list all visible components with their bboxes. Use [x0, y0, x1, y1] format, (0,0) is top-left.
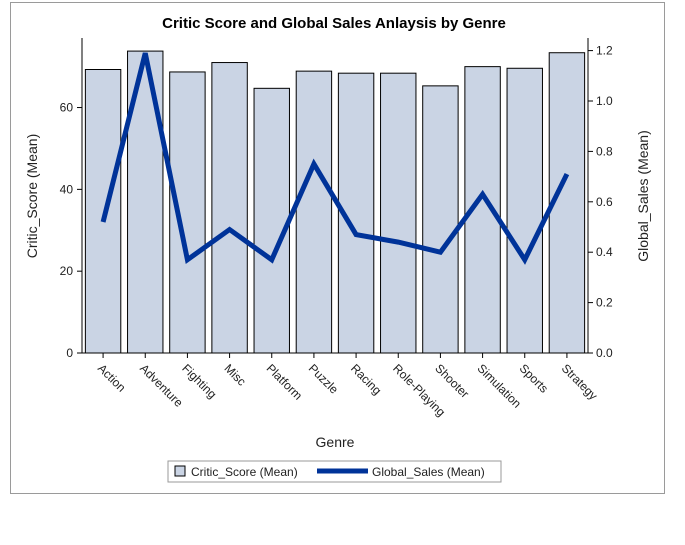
legend-label-critic-score: Critic_Score (Mean) — [191, 465, 298, 479]
x-tick-label: Racing — [348, 361, 384, 397]
y2-tick-label: 0.6 — [596, 195, 613, 209]
y-axis-title: Critic_Score (Mean) — [24, 134, 40, 258]
global-sales-line — [100, 52, 570, 265]
x-tick-label: Sports — [517, 361, 551, 395]
bar-action — [84, 69, 122, 354]
bar-role-playing — [380, 72, 417, 354]
legend-label-global-sales: Global_Sales (Mean) — [372, 465, 485, 479]
x-axis-title: Genre — [316, 434, 355, 450]
y-tick-label: 60 — [60, 101, 74, 115]
bar-sports — [506, 67, 543, 354]
x-tick-label: Simulation — [474, 361, 524, 411]
y-tick-label: 20 — [60, 264, 74, 278]
bar-fighting — [169, 71, 206, 354]
y2-tick-label: 1.0 — [596, 94, 613, 108]
x-tick-label: Adventure — [137, 361, 186, 410]
y-tick-label: 40 — [60, 182, 74, 196]
x-tick-label: Action — [95, 361, 128, 394]
bar-platform — [253, 87, 290, 354]
y2-tick-label: 0.8 — [596, 144, 613, 158]
y2-tick-label: 0.2 — [596, 296, 613, 310]
y2-tick-label: 0.4 — [596, 245, 613, 259]
x-tick-label: Strategy — [559, 361, 601, 403]
x-tick-label: Misc — [221, 361, 248, 388]
y2-tick-label: 1.2 — [596, 44, 613, 58]
y2-tick-label: 0.0 — [596, 346, 613, 360]
chart-title: Critic Score and Global Sales Anlaysis b… — [162, 15, 506, 32]
x-tick-label: Platform — [264, 361, 305, 402]
x-tick-label: Puzzle — [306, 361, 342, 397]
y2-axis-title: Global_Sales (Mean) — [635, 130, 651, 262]
x-tick-label: Shooter — [432, 361, 472, 401]
plot-area: 0 20 40 60 0.0 0.2 0.4 0.6 0.8 1.0 1.2 Action Advent… — [60, 38, 613, 419]
bar-shooter — [422, 85, 459, 354]
legend: Critic_Score (Mean) Global_Sales (Mean) — [167, 460, 502, 483]
legend-swatch-bar — [174, 465, 186, 477]
y-tick-label: 0 — [66, 346, 73, 360]
x-tick-label: Fighting — [179, 361, 219, 401]
bar-puzzle — [295, 70, 333, 354]
bar-misc — [211, 62, 248, 354]
